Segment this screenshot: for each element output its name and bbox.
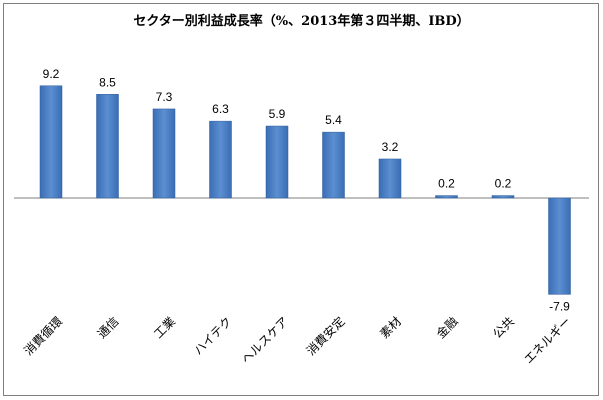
category-label-1: 消費循環 — [21, 314, 66, 359]
category-label-3: 工業 — [151, 314, 178, 341]
category-label-6: 消費安定 — [303, 314, 348, 359]
bar-4 — [209, 120, 232, 199]
bar-10 — [548, 197, 571, 295]
category-label-7: 素材 — [377, 314, 404, 341]
category-label-9: 公共 — [490, 314, 517, 341]
category-label-10: エネルギー — [521, 314, 573, 366]
bar-1 — [39, 85, 63, 199]
value-label-5: 5.9 — [269, 107, 286, 121]
chart-frame — [3, 3, 599, 396]
chart-title: セクター別利益成長率（%、2013年第３四半期、IBD） — [133, 14, 470, 29]
value-label-6: 5.4 — [325, 113, 342, 127]
value-label-2: 8.5 — [99, 75, 116, 89]
bar-2 — [96, 94, 119, 199]
category-label-2: 通信 — [95, 314, 122, 341]
value-label-8: 0.2 — [438, 177, 455, 191]
bar-8 — [435, 195, 458, 199]
value-label-10: -7.9 — [549, 299, 570, 313]
bar-5 — [265, 125, 289, 199]
value-label-4: 6.3 — [212, 102, 229, 116]
value-label-9: 0.2 — [495, 177, 512, 191]
bar-7 — [378, 158, 402, 199]
category-label-5: ヘルスケア — [239, 314, 291, 366]
value-label-3: 7.3 — [156, 90, 173, 104]
category-label-8: 金融 — [433, 314, 461, 342]
value-label-7: 3.2 — [382, 140, 399, 154]
value-label-1: 9.2 — [43, 67, 60, 81]
bar-9 — [491, 195, 515, 199]
bar-3 — [152, 108, 176, 199]
category-label-4: ハイテク — [191, 314, 235, 358]
bar-6 — [322, 131, 345, 199]
